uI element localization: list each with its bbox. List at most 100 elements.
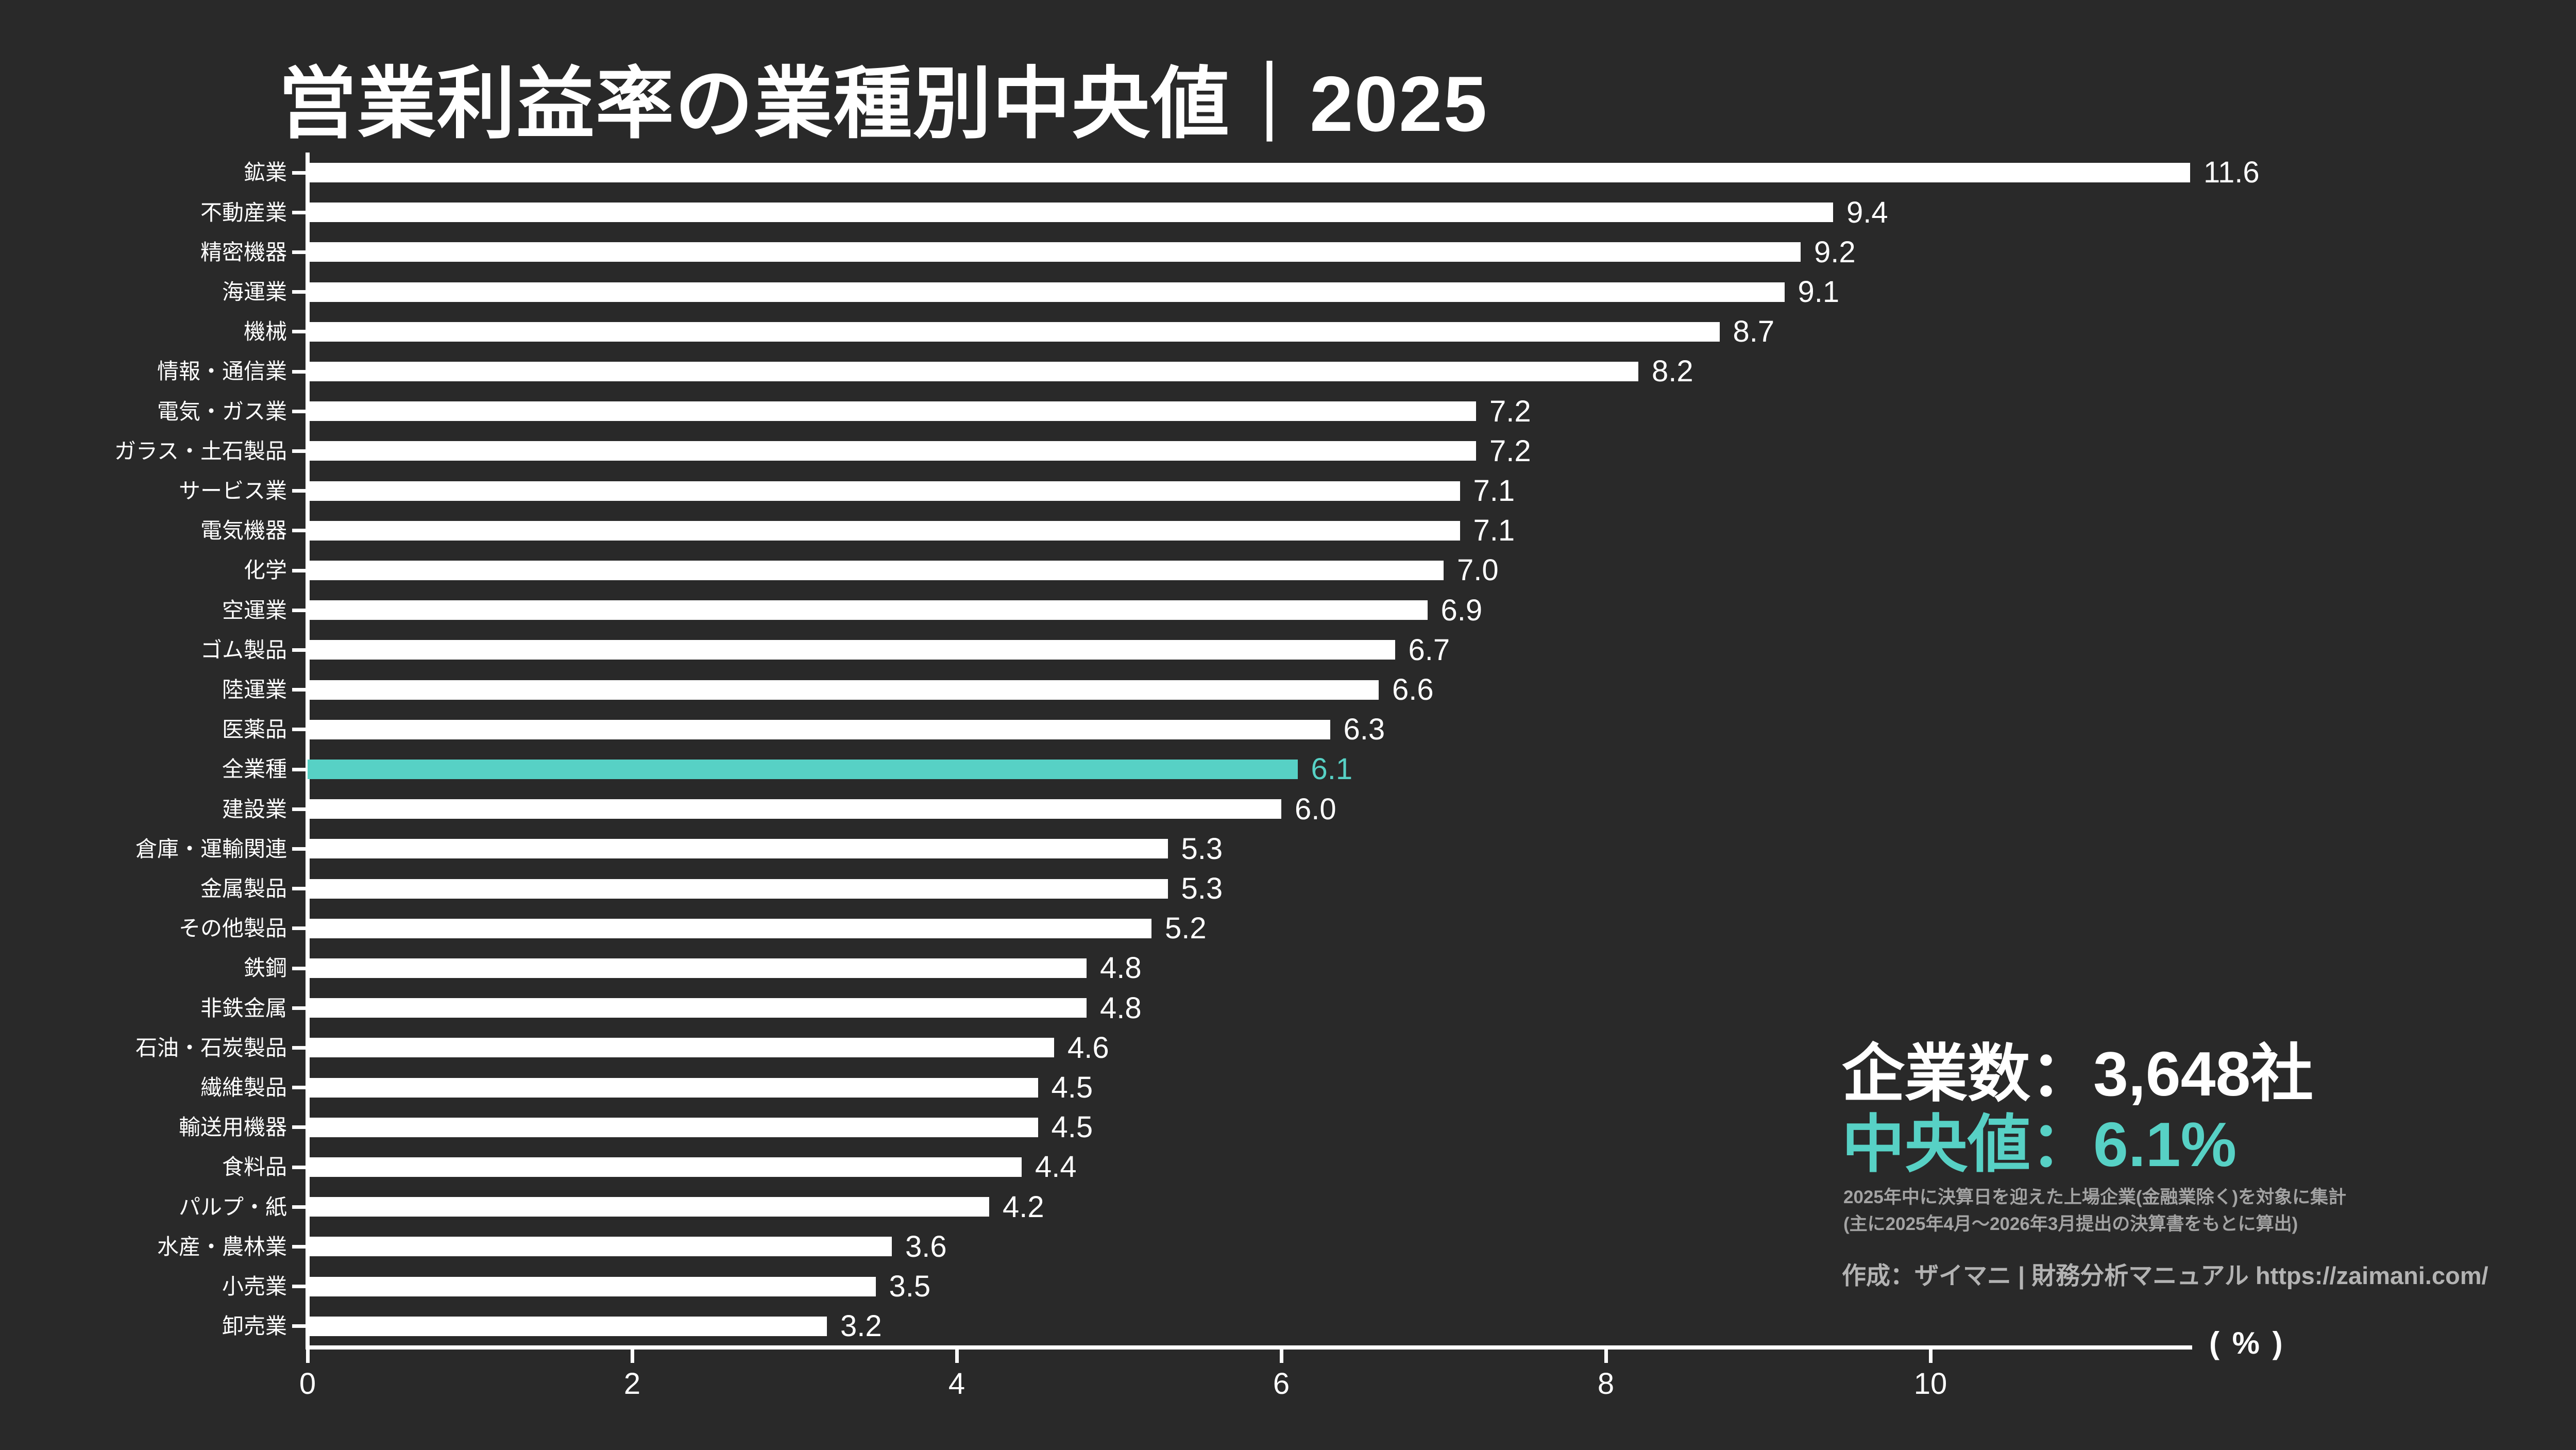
category-tick (292, 807, 306, 811)
x-axis-line (306, 1345, 2192, 1350)
x-tick-label: 8 (1597, 1367, 1615, 1401)
value-label: 4.8 (1100, 951, 1142, 985)
category-label: 化学 (243, 558, 287, 583)
bar (308, 640, 1395, 660)
category-tick (292, 210, 306, 214)
value-label: 5.2 (1165, 912, 1207, 946)
value-label: 7.2 (1489, 434, 1531, 468)
category-label: 医薬品 (222, 717, 287, 742)
bar (308, 799, 1281, 819)
category-label: 倉庫・運輸関連 (135, 836, 287, 861)
category-label: 電気・ガス業 (157, 399, 287, 424)
category-tick (292, 409, 306, 413)
bar (308, 998, 1087, 1018)
category-label: ゴム製品 (200, 637, 287, 662)
category-label: 陸運業 (222, 678, 287, 702)
company-count-label: 企業数：3,648社 (1842, 1039, 2314, 1109)
value-label: 5.3 (1181, 872, 1223, 905)
value-label: 9.1 (1798, 275, 1840, 309)
category-label: 機械 (243, 319, 287, 344)
bar (308, 1157, 1022, 1177)
value-label: 3.2 (840, 1309, 882, 1343)
value-label: 7.2 (1489, 394, 1531, 428)
x-tick-label: 4 (948, 1367, 965, 1401)
value-label: 3.6 (905, 1229, 947, 1263)
category-tick (292, 1324, 306, 1328)
x-tick-mark (306, 1350, 310, 1363)
category-label: 不動産業 (200, 200, 287, 225)
value-label: 7.1 (1473, 474, 1515, 508)
chart-title: 営業利益率の業種別中央値｜2025 (278, 60, 1488, 148)
category-tick (292, 330, 306, 334)
bar (308, 242, 1801, 262)
category-label: ガラス・土石製品 (114, 439, 287, 463)
category-label: 食料品 (222, 1155, 287, 1179)
category-tick (292, 966, 306, 970)
category-tick (292, 1165, 306, 1169)
bar (308, 362, 1638, 381)
category-tick (292, 1244, 306, 1249)
x-tick-mark (630, 1350, 634, 1363)
category-tick (292, 1006, 306, 1010)
bar (308, 1316, 827, 1336)
bar (308, 322, 1720, 342)
category-label: 電気機器 (200, 518, 287, 543)
category-tick (292, 1125, 306, 1129)
category-tick (292, 728, 306, 732)
category-tick (292, 887, 306, 891)
category-label: 輸送用機器 (178, 1115, 287, 1140)
x-tick-label: 0 (299, 1367, 316, 1401)
value-label: 4.8 (1100, 991, 1142, 1025)
bar (308, 839, 1168, 859)
category-tick (292, 290, 306, 294)
category-label: 金属製品 (200, 876, 287, 901)
category-tick (292, 926, 306, 931)
bar (308, 561, 1444, 580)
category-label: 非鉄金属 (200, 996, 287, 1020)
category-label: 空運業 (222, 598, 287, 622)
x-tick-label: 6 (1273, 1367, 1290, 1401)
category-tick (292, 1205, 306, 1209)
category-tick (292, 449, 306, 453)
bar (308, 1197, 989, 1217)
x-axis-unit-label: ( % ) (2209, 1326, 2285, 1360)
median-value-label: 中央値：6.1% (1842, 1109, 2237, 1179)
bar (308, 203, 1833, 223)
footnote-line-1: 2025年中に決算日を迎えた上場企業(金融業除く)を対象に集計 (1843, 1187, 2347, 1207)
bar (308, 520, 1460, 541)
category-tick (292, 847, 306, 851)
bar (308, 1077, 1038, 1098)
category-tick (292, 648, 306, 652)
category-label: パルプ・紙 (178, 1194, 287, 1219)
x-tick-label: 2 (623, 1367, 641, 1401)
category-tick (292, 171, 306, 175)
x-tick-mark (1928, 1350, 1933, 1363)
bar (308, 1038, 1054, 1058)
category-tick (292, 608, 306, 612)
value-label: 9.4 (1846, 195, 1888, 229)
bar (308, 879, 1168, 899)
value-label: 6.6 (1392, 673, 1434, 706)
bar (308, 282, 1785, 302)
value-label: 3.5 (889, 1270, 931, 1303)
category-tick (292, 250, 306, 254)
bar (308, 1276, 876, 1296)
category-label: 石油・石炭製品 (135, 1035, 287, 1060)
category-tick (292, 369, 306, 374)
bar (308, 163, 2190, 182)
value-label: 7.0 (1457, 553, 1499, 587)
value-label: 6.7 (1408, 633, 1450, 667)
category-label: 精密機器 (200, 240, 287, 264)
footnote: 2025年中に決算日を迎えた上場企業(金融業除く)を対象に集計 (主に2025年… (1843, 1184, 2346, 1238)
value-label: 6.3 (1343, 713, 1385, 747)
value-label: 6.9 (1440, 593, 1483, 627)
value-label: 9.2 (1814, 235, 1856, 269)
category-label: 建設業 (222, 797, 287, 821)
bar (308, 958, 1087, 978)
category-label: 水産・農林業 (157, 1234, 287, 1259)
value-label: 4.4 (1035, 1150, 1077, 1184)
value-label: 7.1 (1473, 514, 1515, 548)
category-label: サービス業 (178, 479, 287, 503)
